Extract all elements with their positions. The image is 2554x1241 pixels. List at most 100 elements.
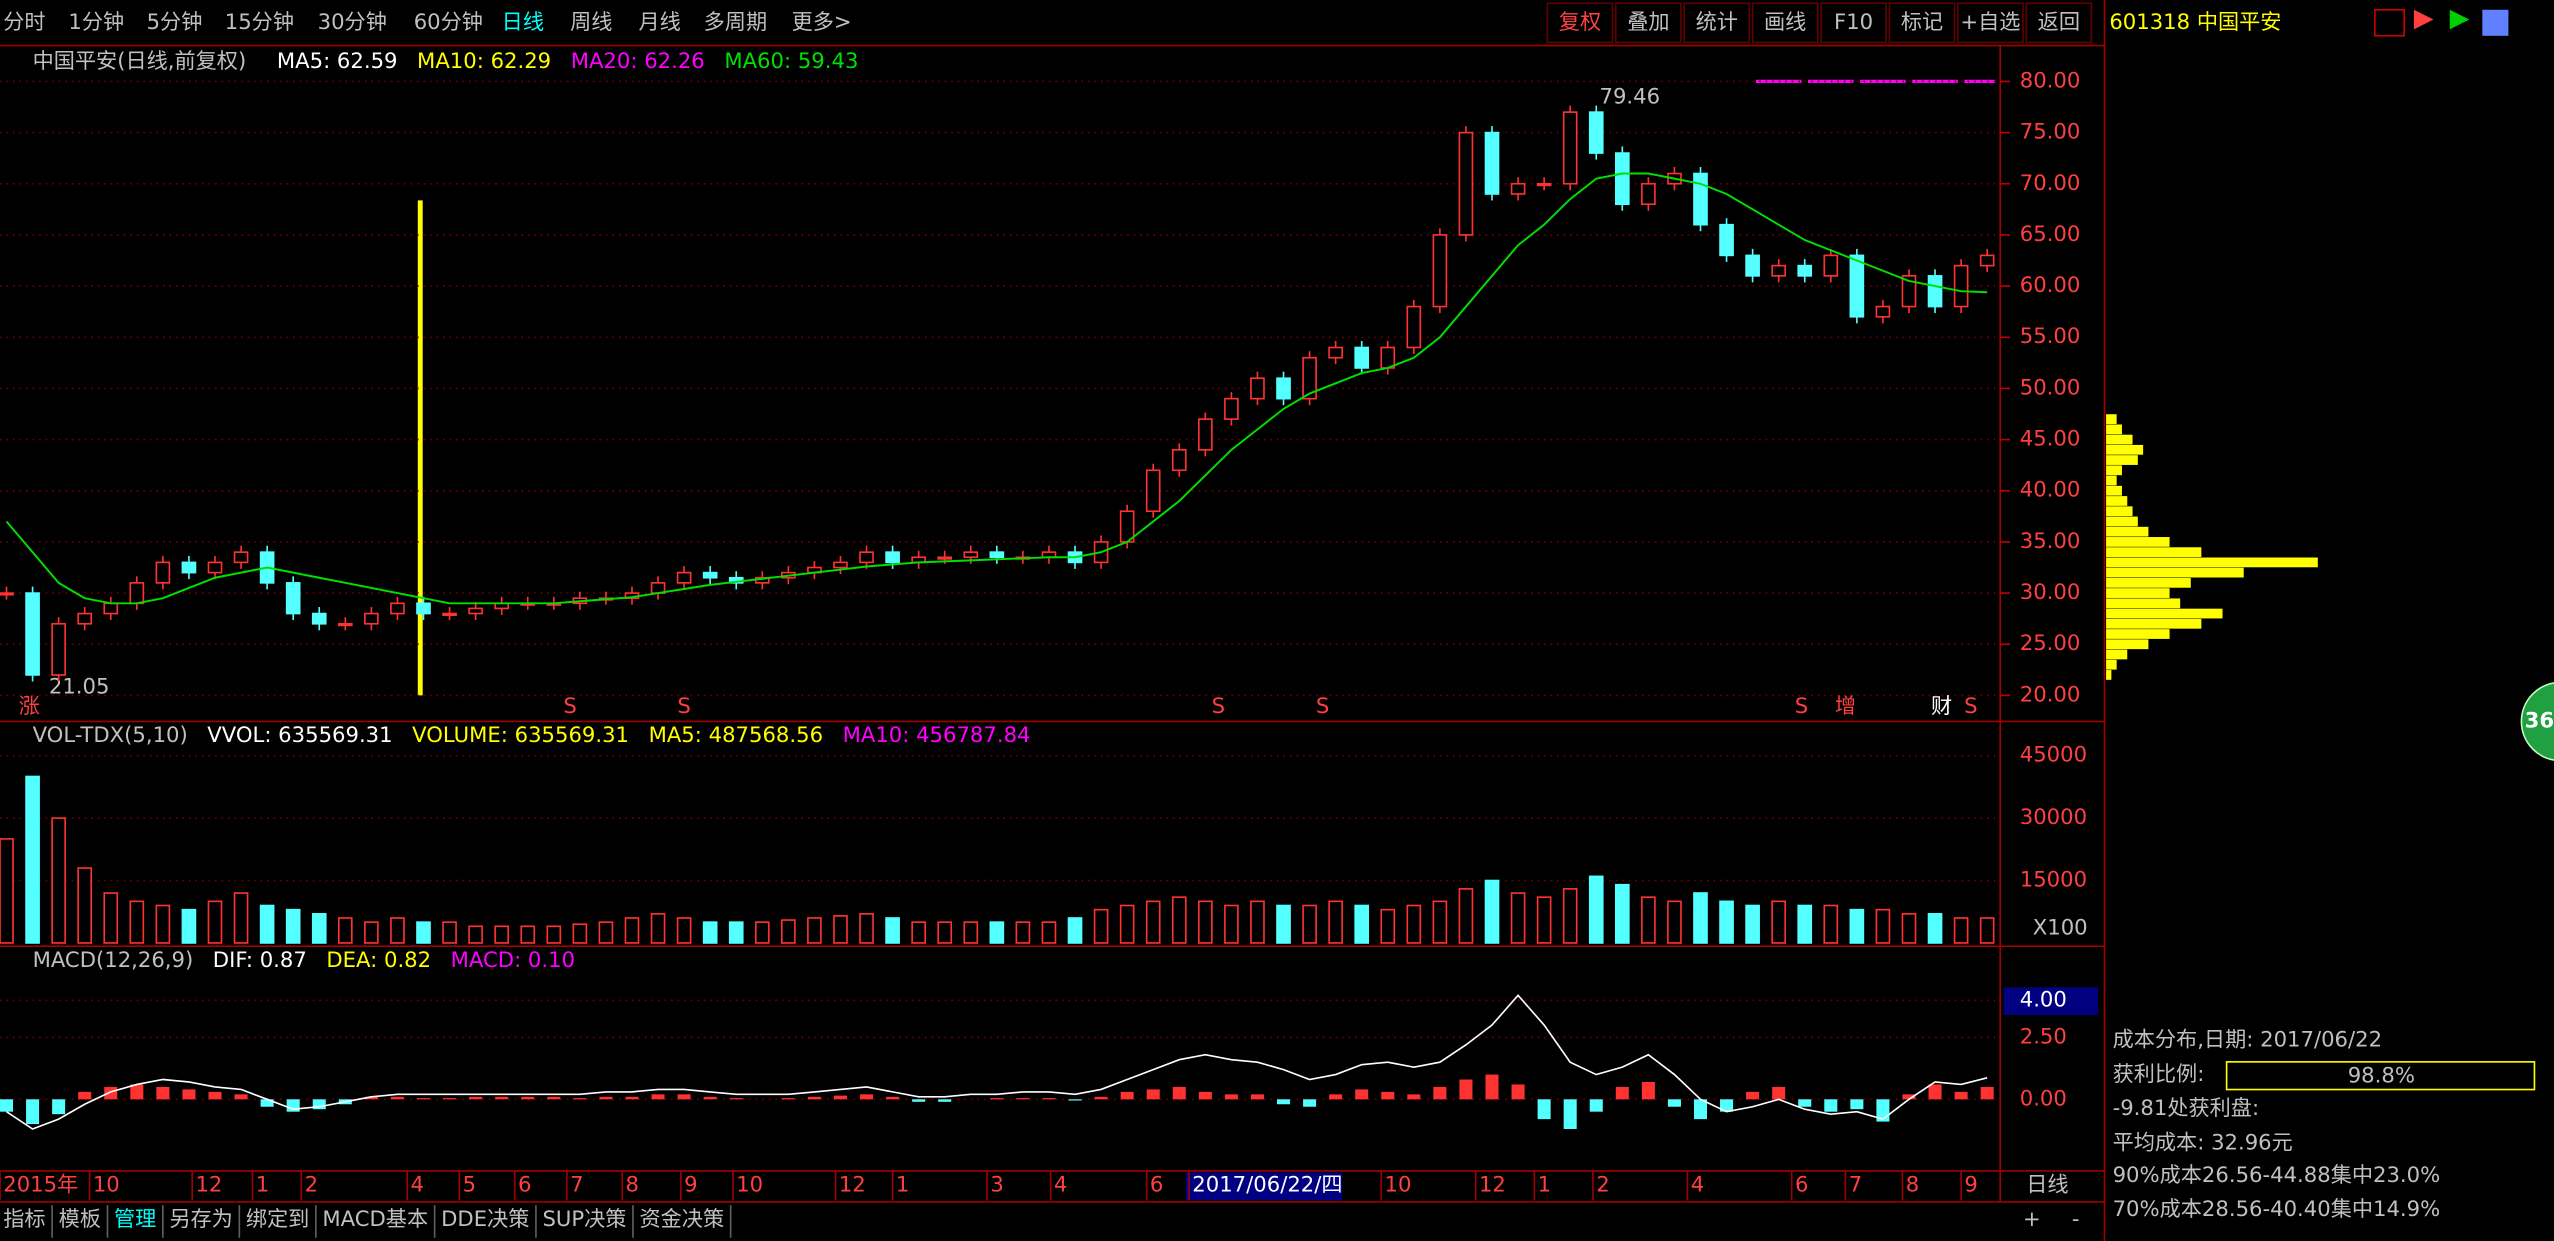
bottom-tab[interactable]: 另存为 — [169, 1206, 232, 1231]
macd-bar — [1928, 1084, 1942, 1100]
macd-bar — [78, 1091, 92, 1100]
cost-bar — [2106, 557, 2318, 568]
event-marker[interactable]: 涨 — [19, 693, 40, 718]
y-tick-label: 60.00 — [2020, 272, 2081, 297]
macd-bar — [26, 1099, 40, 1125]
candle — [25, 592, 40, 676]
toolbar-button[interactable] — [1614, 2, 1682, 44]
cost-bar — [2106, 537, 2170, 547]
macd-bar — [104, 1086, 118, 1100]
candle — [989, 551, 1005, 559]
icon[interactable] — [2482, 9, 2509, 36]
volume-bar — [1797, 904, 1813, 944]
event-marker[interactable]: S — [1964, 693, 1977, 718]
bottom-tab[interactable]: 绑定到 — [246, 1206, 309, 1231]
badge[interactable] — [2520, 682, 2554, 761]
period-tab[interactable]: 5分钟 — [147, 9, 203, 34]
macd-bar — [651, 1094, 665, 1100]
volume-bar — [1250, 900, 1265, 944]
candle — [1927, 275, 1943, 308]
toolbar-button[interactable] — [1888, 2, 1956, 44]
volume-bar — [989, 921, 1005, 944]
period-tab[interactable]: 1分钟 — [68, 9, 124, 34]
volume-bar — [546, 925, 562, 944]
x-tick-label: 9 — [684, 1172, 697, 1197]
volume-bar — [1979, 917, 1995, 944]
volume-bar — [103, 892, 119, 944]
y-tick-label: 75.00 — [2020, 119, 2081, 144]
bottom-tab[interactable]: MACD基本 — [322, 1206, 428, 1231]
volume-bar — [754, 921, 770, 944]
cost-bar — [2106, 485, 2122, 496]
volume-bar — [129, 900, 145, 944]
candle — [129, 582, 145, 605]
event-marker[interactable]: S — [563, 693, 576, 718]
event-marker[interactable]: 财 — [1931, 693, 1952, 718]
x-tick-label: 12 — [195, 1172, 222, 1197]
macd-bar — [1850, 1099, 1864, 1110]
volume-bar — [702, 921, 718, 944]
period-tab[interactable]: 月线 — [639, 9, 681, 34]
macd-bar — [208, 1091, 222, 1100]
toolbar-button[interactable] — [1957, 2, 2024, 44]
period-tab[interactable]: 多周期 — [704, 9, 767, 34]
period-tab[interactable]: 60分钟 — [414, 9, 483, 34]
candle — [1484, 131, 1500, 195]
candle — [963, 551, 979, 559]
volume-bar — [77, 867, 93, 944]
event-marker[interactable]: 增 — [1835, 693, 1856, 718]
zoom-button[interactable]: - — [2072, 1206, 2080, 1231]
period-tab[interactable]: 周线 — [570, 9, 612, 34]
candle — [1719, 223, 1734, 257]
icon[interactable] — [2374, 8, 2405, 37]
event-marker[interactable]: S — [677, 693, 690, 718]
macd-bar — [938, 1099, 952, 1102]
toolbar-button[interactable] — [1683, 2, 1751, 44]
volume-bar — [1380, 908, 1396, 944]
volume-bar — [1093, 908, 1109, 944]
period-tab[interactable]: 更多> — [792, 9, 852, 34]
bottom-tab[interactable]: DDE决策 — [441, 1206, 529, 1231]
macd-bar — [1641, 1081, 1655, 1100]
bottom-tab[interactable]: 指标 — [3, 1206, 45, 1231]
toolbar-button[interactable] — [1820, 2, 1887, 44]
volume-bar — [520, 925, 536, 944]
candle — [1224, 397, 1239, 420]
volume-bar — [390, 917, 405, 944]
bottom-tab[interactable]: SUP决策 — [542, 1206, 626, 1231]
bottom-tab[interactable]: 管理 — [114, 1206, 156, 1231]
event-marker[interactable]: S — [1795, 693, 1808, 718]
volume-bar — [1562, 888, 1578, 944]
period-tab[interactable]: 日线 — [502, 9, 544, 34]
period-tab[interactable]: 15分钟 — [225, 9, 294, 34]
toolbar-button[interactable] — [2025, 2, 2093, 44]
event-marker[interactable]: S — [1316, 693, 1329, 718]
zoom-button[interactable]: + — [2023, 1206, 2041, 1231]
macd-bar — [156, 1086, 170, 1100]
period-tab[interactable]: 分时 — [3, 9, 45, 34]
macd-bar — [703, 1096, 717, 1100]
event-marker[interactable]: S — [1212, 693, 1225, 718]
cost-bar — [2106, 649, 2128, 660]
icon[interactable] — [2413, 9, 2434, 30]
icon[interactable] — [2449, 9, 2470, 30]
macd-bar — [1068, 1099, 1082, 1101]
volume-bar — [1406, 904, 1422, 944]
volume-bar — [728, 921, 744, 944]
volume-bar — [1927, 913, 1943, 944]
candle — [1458, 131, 1474, 236]
toolbar-button[interactable] — [1751, 2, 1819, 44]
candle — [468, 607, 483, 615]
volume-unit: X100 — [2033, 914, 2088, 939]
y-tick-label: 50.00 — [2020, 374, 2081, 399]
toolbar-button[interactable] — [1546, 2, 1614, 44]
bottom-tab[interactable]: 模板 — [59, 1206, 101, 1231]
toolbar-button-label: 返回 — [2038, 9, 2080, 34]
macd-bar — [1303, 1099, 1317, 1107]
volume-bar — [1458, 888, 1474, 944]
bottom-tab[interactable]: 资金决策 — [639, 1206, 724, 1231]
x-tick-label: 9 — [1964, 1172, 1977, 1197]
volume-bar — [1719, 900, 1734, 944]
period-tab[interactable]: 30分钟 — [318, 9, 387, 34]
